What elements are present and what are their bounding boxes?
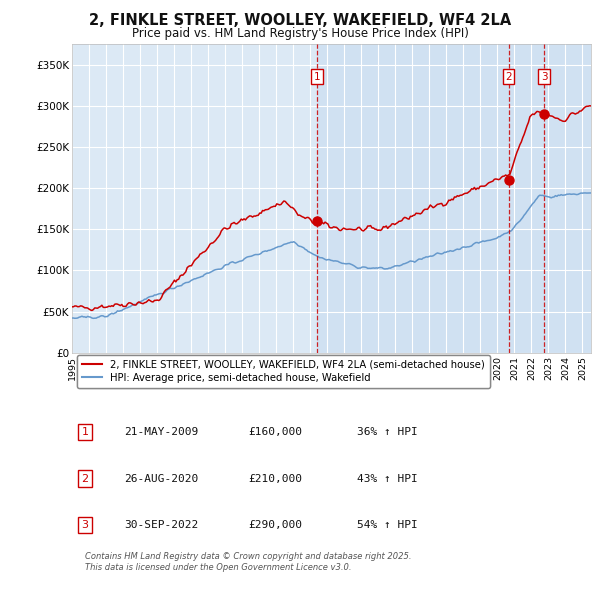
Text: 43% ↑ HPI: 43% ↑ HPI bbox=[358, 474, 418, 484]
Legend: 2, FINKLE STREET, WOOLLEY, WAKEFIELD, WF4 2LA (semi-detached house), HPI: Averag: 2, FINKLE STREET, WOOLLEY, WAKEFIELD, WF… bbox=[77, 355, 490, 388]
Text: 21-MAY-2009: 21-MAY-2009 bbox=[124, 427, 198, 437]
Text: 2, FINKLE STREET, WOOLLEY, WAKEFIELD, WF4 2LA: 2, FINKLE STREET, WOOLLEY, WAKEFIELD, WF… bbox=[89, 13, 511, 28]
Text: 1: 1 bbox=[82, 427, 88, 437]
Text: 26-AUG-2020: 26-AUG-2020 bbox=[124, 474, 198, 484]
Text: 54% ↑ HPI: 54% ↑ HPI bbox=[358, 520, 418, 530]
Bar bbox=[317, 44, 591, 353]
Text: 30-SEP-2022: 30-SEP-2022 bbox=[124, 520, 198, 530]
Text: 3: 3 bbox=[82, 520, 88, 530]
Text: Contains HM Land Registry data © Crown copyright and database right 2025.
This d: Contains HM Land Registry data © Crown c… bbox=[85, 552, 412, 572]
Text: 2: 2 bbox=[505, 71, 512, 81]
Text: £210,000: £210,000 bbox=[248, 474, 302, 484]
Text: 1: 1 bbox=[314, 71, 320, 81]
Text: £290,000: £290,000 bbox=[248, 520, 302, 530]
Text: 2: 2 bbox=[82, 474, 89, 484]
Text: Price paid vs. HM Land Registry's House Price Index (HPI): Price paid vs. HM Land Registry's House … bbox=[131, 27, 469, 40]
Text: 3: 3 bbox=[541, 71, 547, 81]
Text: 36% ↑ HPI: 36% ↑ HPI bbox=[358, 427, 418, 437]
Text: £160,000: £160,000 bbox=[248, 427, 302, 437]
